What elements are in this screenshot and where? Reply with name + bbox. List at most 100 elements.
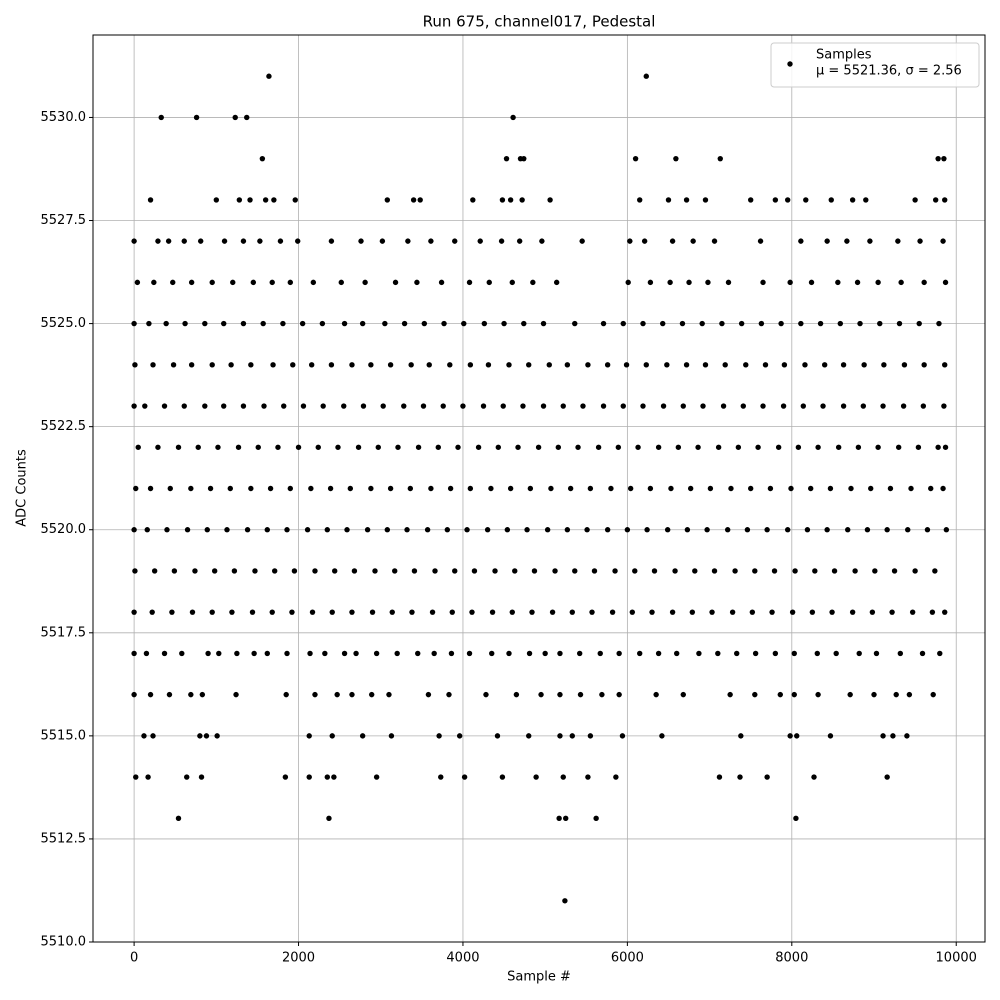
data-point xyxy=(312,568,318,574)
data-point xyxy=(329,609,335,615)
data-point xyxy=(188,691,194,698)
data-point xyxy=(324,774,331,780)
data-point xyxy=(132,362,138,368)
data-point xyxy=(411,568,418,574)
data-point xyxy=(632,155,639,162)
data-point xyxy=(405,238,411,244)
data-point xyxy=(409,609,415,615)
y-tick-label: 5520.0 xyxy=(41,522,87,537)
data-point xyxy=(815,444,821,450)
data-point xyxy=(580,403,586,409)
data-point xyxy=(687,485,694,492)
data-point xyxy=(699,320,705,327)
data-point xyxy=(767,485,774,492)
data-point xyxy=(600,320,607,327)
data-point xyxy=(131,403,137,409)
data-point xyxy=(896,320,903,327)
data-point xyxy=(167,485,173,492)
data-point xyxy=(131,320,137,327)
data-point xyxy=(141,733,147,739)
data-point xyxy=(209,609,215,615)
data-point xyxy=(686,279,692,286)
data-point xyxy=(683,362,690,368)
data-point xyxy=(752,650,759,657)
data-point xyxy=(188,485,194,492)
data-point xyxy=(420,403,427,409)
data-point xyxy=(720,403,727,409)
data-point xyxy=(489,650,495,657)
data-point xyxy=(509,279,515,286)
data-point xyxy=(715,650,721,657)
data-point xyxy=(309,609,316,615)
data-point xyxy=(284,527,290,533)
x-axis-label: Sample # xyxy=(507,970,571,985)
data-point xyxy=(849,197,856,203)
data-point xyxy=(778,320,784,327)
data-point xyxy=(632,568,638,574)
data-point xyxy=(849,609,856,615)
data-point xyxy=(549,609,556,615)
data-point xyxy=(387,485,394,492)
data-point xyxy=(664,527,671,533)
data-point xyxy=(155,444,161,450)
data-point xyxy=(404,527,410,533)
data-point xyxy=(211,568,218,574)
data-point xyxy=(507,197,514,203)
data-point xyxy=(387,362,394,368)
data-point xyxy=(576,650,583,657)
data-point xyxy=(264,650,270,657)
x-tick-label: 6000 xyxy=(611,951,644,966)
data-point xyxy=(368,362,374,368)
data-point xyxy=(709,609,715,615)
data-point xyxy=(195,444,201,450)
data-point xyxy=(240,238,247,244)
data-point xyxy=(664,362,670,368)
data-point xyxy=(521,320,527,327)
data-point xyxy=(509,609,515,615)
data-point xyxy=(240,403,247,409)
data-point xyxy=(431,650,437,657)
data-point xyxy=(547,197,553,203)
data-point xyxy=(360,403,367,409)
data-point xyxy=(501,320,507,327)
data-point xyxy=(144,527,150,533)
data-point xyxy=(438,774,444,780)
data-point xyxy=(353,650,359,657)
data-point xyxy=(728,485,734,492)
data-point xyxy=(151,568,158,574)
data-point xyxy=(556,815,562,822)
data-point xyxy=(760,403,766,409)
data-point xyxy=(942,362,948,368)
data-point xyxy=(758,320,765,327)
data-point xyxy=(308,485,314,492)
data-point xyxy=(188,362,195,368)
data-point xyxy=(804,527,811,533)
data-point xyxy=(912,568,918,574)
data-point xyxy=(852,568,858,574)
data-point xyxy=(798,238,804,244)
data-point xyxy=(563,815,569,822)
data-point xyxy=(499,774,506,780)
data-point xyxy=(455,444,461,450)
data-point xyxy=(575,444,581,450)
data-point xyxy=(585,774,591,780)
data-point xyxy=(924,527,931,533)
data-point xyxy=(667,279,673,286)
data-point xyxy=(696,650,702,657)
data-point xyxy=(460,403,466,409)
data-point xyxy=(609,609,616,615)
data-point xyxy=(787,279,793,286)
legend-box xyxy=(770,42,980,88)
data-point xyxy=(747,485,754,492)
data-point xyxy=(612,568,618,574)
data-point xyxy=(438,279,445,286)
data-point xyxy=(133,774,139,780)
data-point xyxy=(145,774,151,780)
data-point xyxy=(932,197,939,203)
data-point xyxy=(175,815,182,822)
data-point xyxy=(516,238,523,244)
data-point xyxy=(827,733,834,739)
data-point xyxy=(417,197,423,203)
data-point xyxy=(440,403,446,409)
data-point xyxy=(251,650,257,657)
